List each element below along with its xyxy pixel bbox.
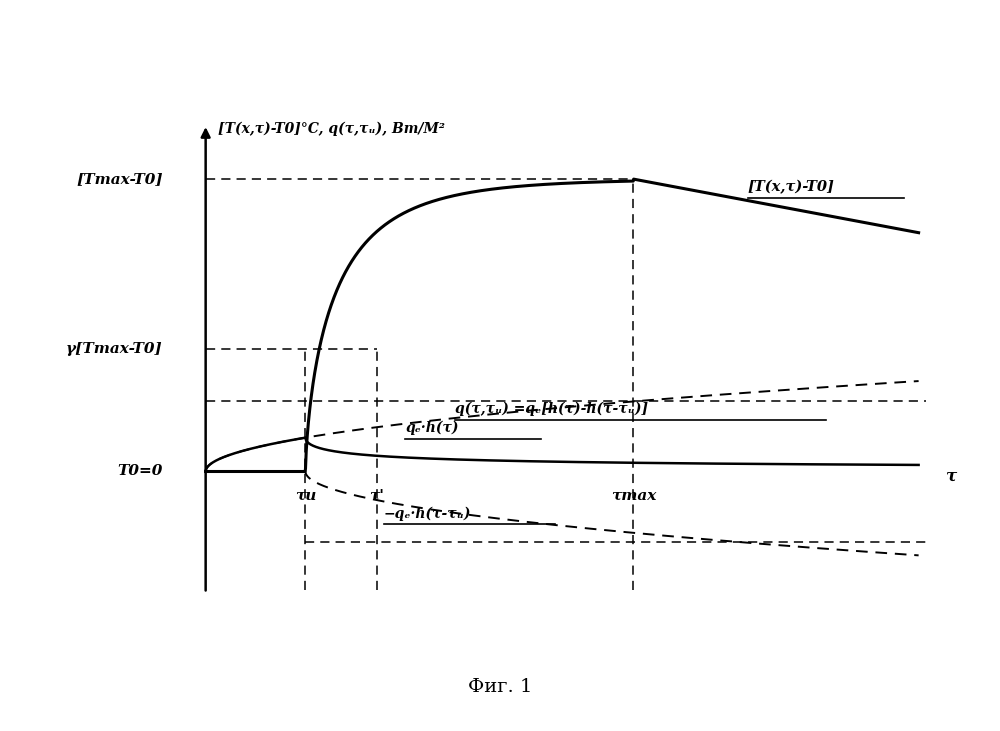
Text: [Tmax-T0]: [Tmax-T0] (76, 172, 163, 186)
Text: [T(x,τ)-T0]: [T(x,τ)-T0] (748, 181, 834, 194)
Text: τ: τ (945, 468, 956, 485)
Text: Фиг. 1: Фиг. 1 (468, 678, 532, 696)
Text: qₑ·h(τ): qₑ·h(τ) (405, 421, 459, 435)
Text: [T(x,τ)-T0]°C, q(τ,τᵤ), Вт/М²: [T(x,τ)-T0]°C, q(τ,τᵤ), Вт/М² (218, 122, 445, 137)
Text: T0=0: T0=0 (117, 464, 163, 479)
Text: q(τ,τᵤ) =qₑ[h(τ)-h(τ-τᵤ)]: q(τ,τᵤ) =qₑ[h(τ)-h(τ-τᵤ)] (455, 402, 648, 416)
Text: τu: τu (295, 488, 316, 502)
Text: −qₑ·h(τ-τᵤ): −qₑ·h(τ-τᵤ) (384, 507, 471, 521)
Text: τmax: τmax (611, 488, 656, 502)
Text: γ[Tmax-T0]: γ[Tmax-T0] (66, 341, 163, 356)
Text: τ': τ' (369, 488, 384, 502)
